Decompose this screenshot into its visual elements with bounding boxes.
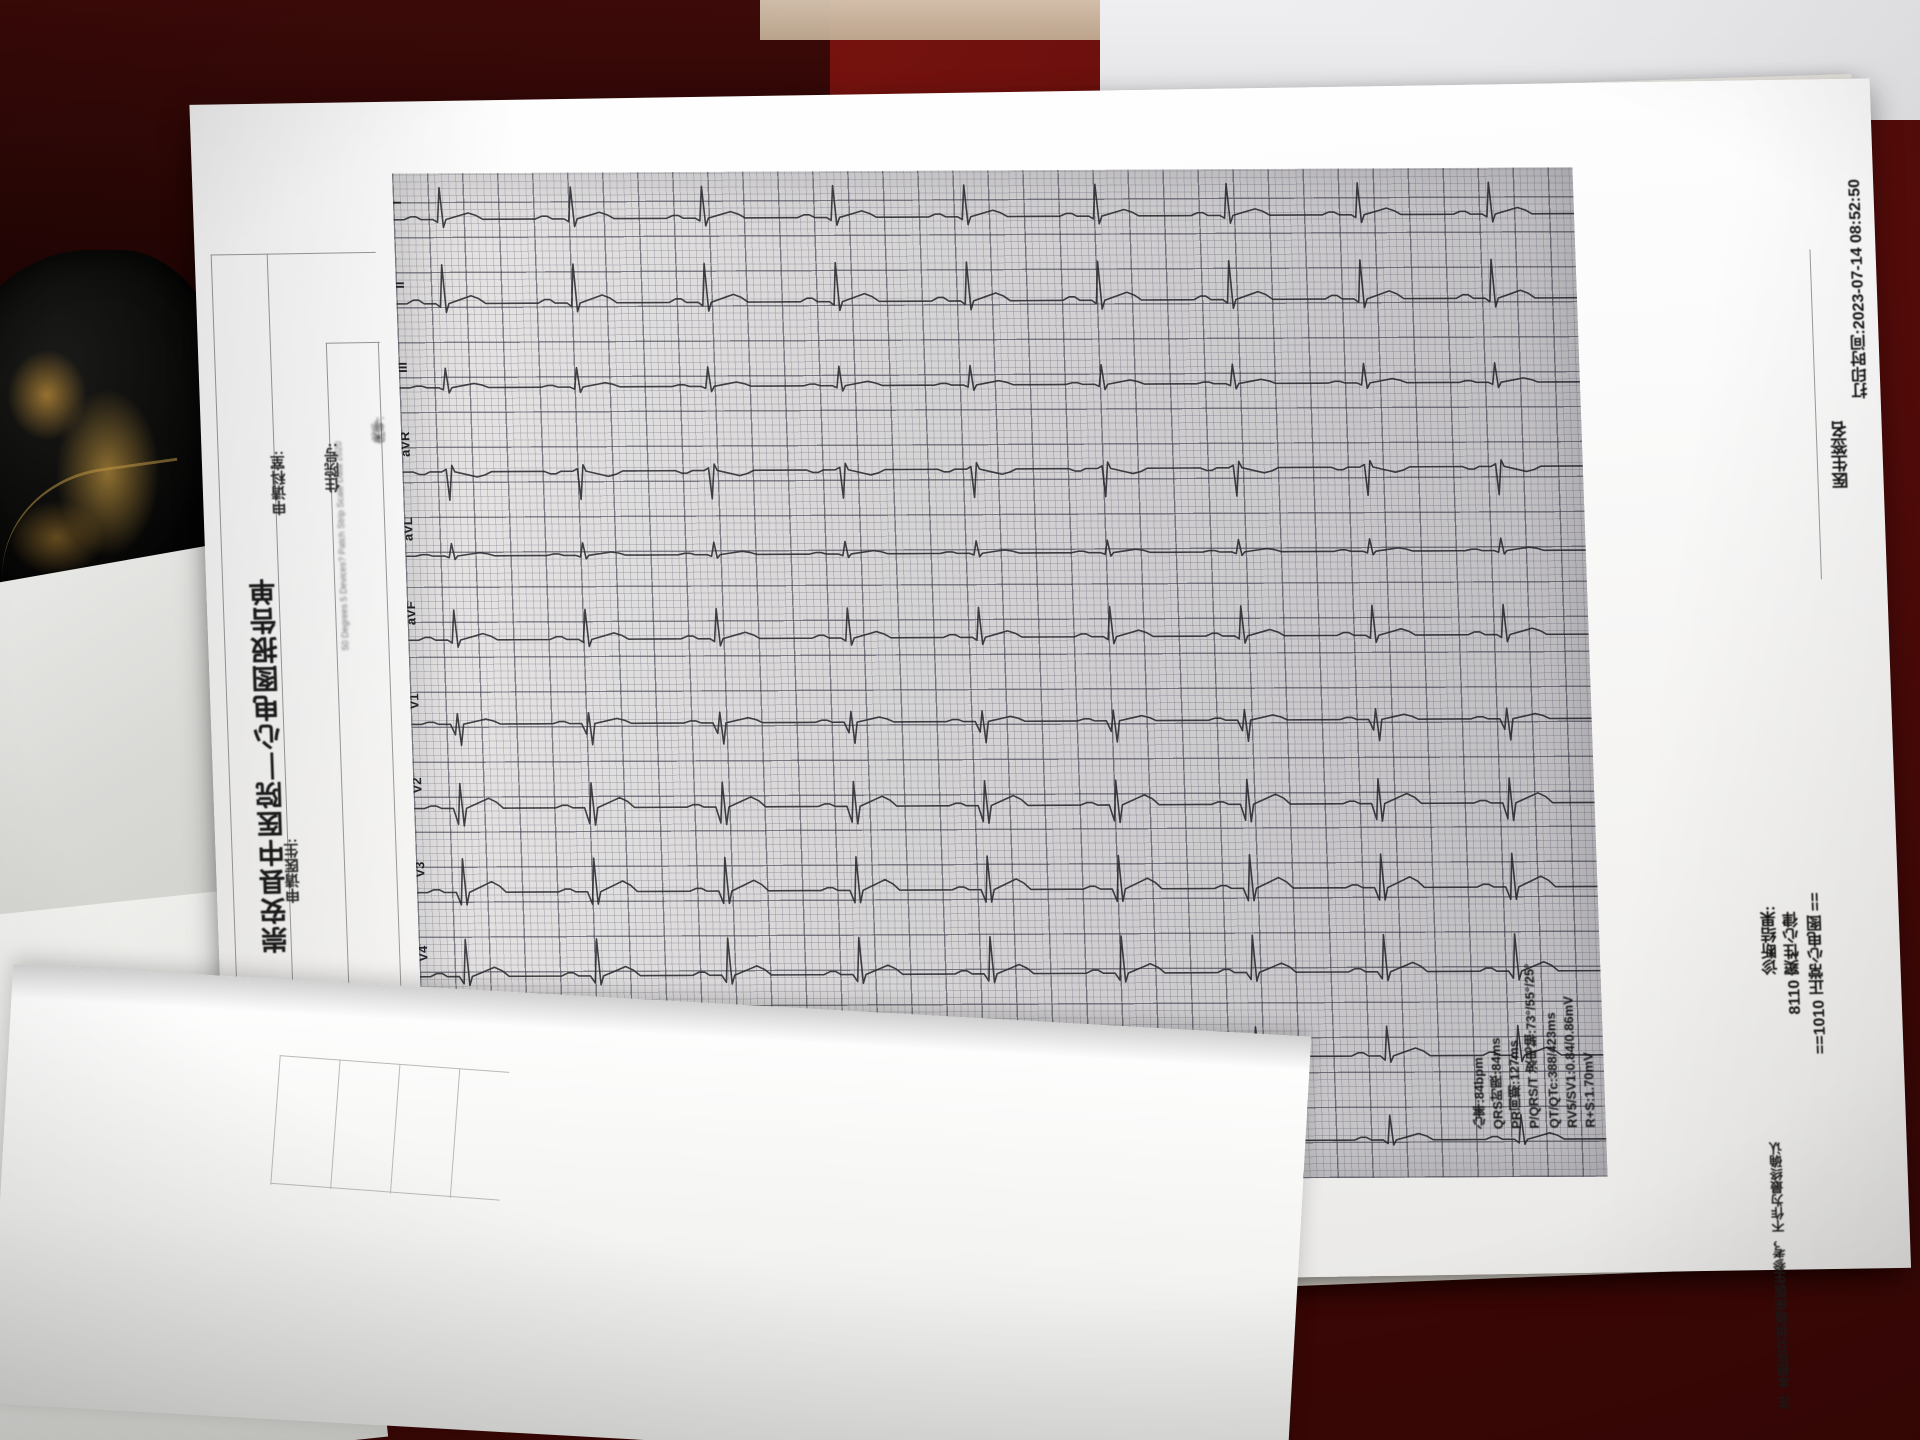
svg-text:V4: V4 xyxy=(415,945,431,962)
signature-line xyxy=(1809,249,1822,580)
diagnosis-line-2: ==1010 正常心电图 == xyxy=(1806,892,1830,1055)
bottom-curled-page xyxy=(0,964,1312,1440)
print-timestamp: 打印时间:2023-07-14 08:52:50 xyxy=(1846,178,1871,399)
plate-gold-pattern xyxy=(0,330,180,590)
svg-text:aVR: aVR xyxy=(397,431,413,457)
svg-text:V2: V2 xyxy=(409,777,425,793)
svg-text:aVL: aVL xyxy=(400,517,416,541)
svg-text:III: III xyxy=(394,362,409,373)
svg-text:II: II xyxy=(392,281,407,288)
svg-text:V1: V1 xyxy=(406,693,422,709)
measurement-list: 心率:84bpm QRS时限:84ms PR间期:127ms P/QRS/T 波… xyxy=(1470,963,1663,1280)
next-page-table xyxy=(270,1055,510,1201)
svg-text:V3: V3 xyxy=(412,862,428,878)
svg-text:I: I xyxy=(392,201,404,205)
svg-text:aVF: aVF xyxy=(403,601,419,625)
